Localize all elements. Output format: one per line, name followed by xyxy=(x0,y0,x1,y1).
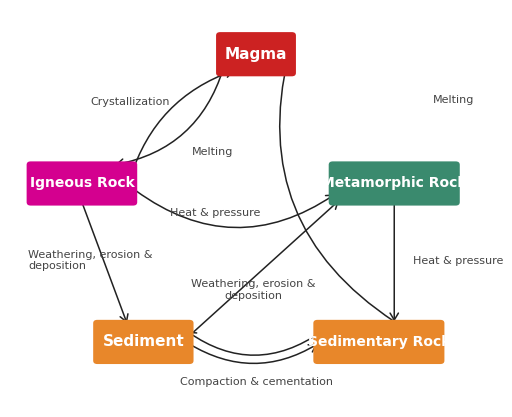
Text: Metamorphic Rock: Metamorphic Rock xyxy=(322,176,467,191)
Text: Weathering, erosion &
deposition: Weathering, erosion & deposition xyxy=(28,250,153,271)
Text: Heat & pressure: Heat & pressure xyxy=(170,208,260,218)
Text: Weathering, erosion &
deposition: Weathering, erosion & deposition xyxy=(191,279,316,301)
FancyArrowPatch shape xyxy=(188,332,322,355)
FancyArrowPatch shape xyxy=(117,69,223,167)
FancyArrowPatch shape xyxy=(189,201,338,336)
FancyBboxPatch shape xyxy=(93,320,194,364)
FancyBboxPatch shape xyxy=(313,320,444,364)
Text: Heat & pressure: Heat & pressure xyxy=(413,256,503,266)
FancyArrowPatch shape xyxy=(136,191,334,228)
FancyArrowPatch shape xyxy=(189,344,316,364)
FancyArrowPatch shape xyxy=(280,56,394,322)
Text: Crystallization: Crystallization xyxy=(91,97,170,107)
Text: Sediment: Sediment xyxy=(102,334,184,349)
Text: Melting: Melting xyxy=(192,147,233,157)
FancyBboxPatch shape xyxy=(27,161,137,206)
Text: Sedimentary Rock: Sedimentary Rock xyxy=(308,335,450,349)
FancyBboxPatch shape xyxy=(329,161,460,206)
FancyArrowPatch shape xyxy=(131,69,232,177)
Text: Igneous Rock: Igneous Rock xyxy=(30,176,134,191)
Text: Melting: Melting xyxy=(433,95,474,105)
Text: Magma: Magma xyxy=(225,47,287,62)
Text: Compaction & cementation: Compaction & cementation xyxy=(180,377,332,387)
FancyArrowPatch shape xyxy=(390,202,398,320)
FancyArrowPatch shape xyxy=(82,202,128,322)
FancyBboxPatch shape xyxy=(216,32,296,76)
